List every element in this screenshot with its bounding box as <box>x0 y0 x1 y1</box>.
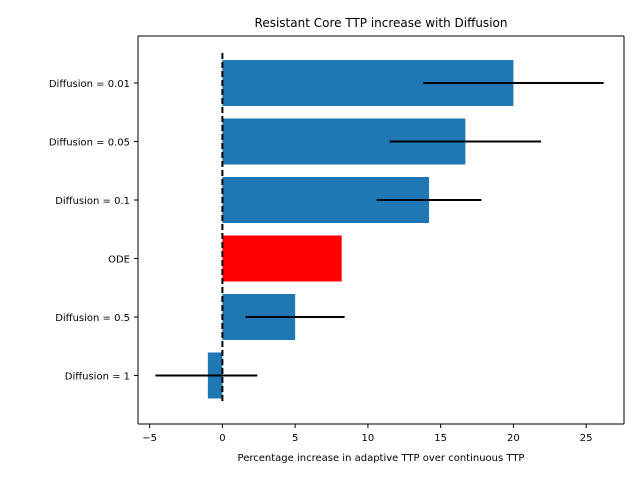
y-tick-label-0: Diffusion = 0.01 <box>49 79 130 90</box>
chart-title: Resistant Core TTP increase with Diffusi… <box>255 16 508 30</box>
y-tick-label-1: Diffusion = 0.05 <box>49 138 130 149</box>
x-tick-label-5: 20 <box>507 433 520 444</box>
y-tick-label-4: Diffusion = 0.5 <box>55 313 130 324</box>
y-tick-label-3: ODE <box>108 255 130 266</box>
x-tick-label-0: −5 <box>142 433 157 444</box>
x-tick-label-6: 25 <box>580 433 593 444</box>
error-bars-layer <box>155 82 604 377</box>
x-axis-label: Percentage increase in adaptive TTP over… <box>238 453 525 464</box>
bar-3 <box>222 235 342 282</box>
x-tick-label-4: 15 <box>434 433 447 444</box>
x-tick-label-1: 0 <box>219 433 225 444</box>
axes-layer <box>137 35 625 425</box>
x-tick-label-2: 5 <box>292 433 298 444</box>
x-tick-label-3: 10 <box>362 433 375 444</box>
y-tick-label-2: Diffusion = 0.1 <box>55 196 130 207</box>
ticks-layer: −5 0 5 10 15 20 25 Diffusion = 0.01 Diffusion = … <box>49 79 593 444</box>
y-tick-label-5: Diffusion = 1 <box>65 372 130 383</box>
